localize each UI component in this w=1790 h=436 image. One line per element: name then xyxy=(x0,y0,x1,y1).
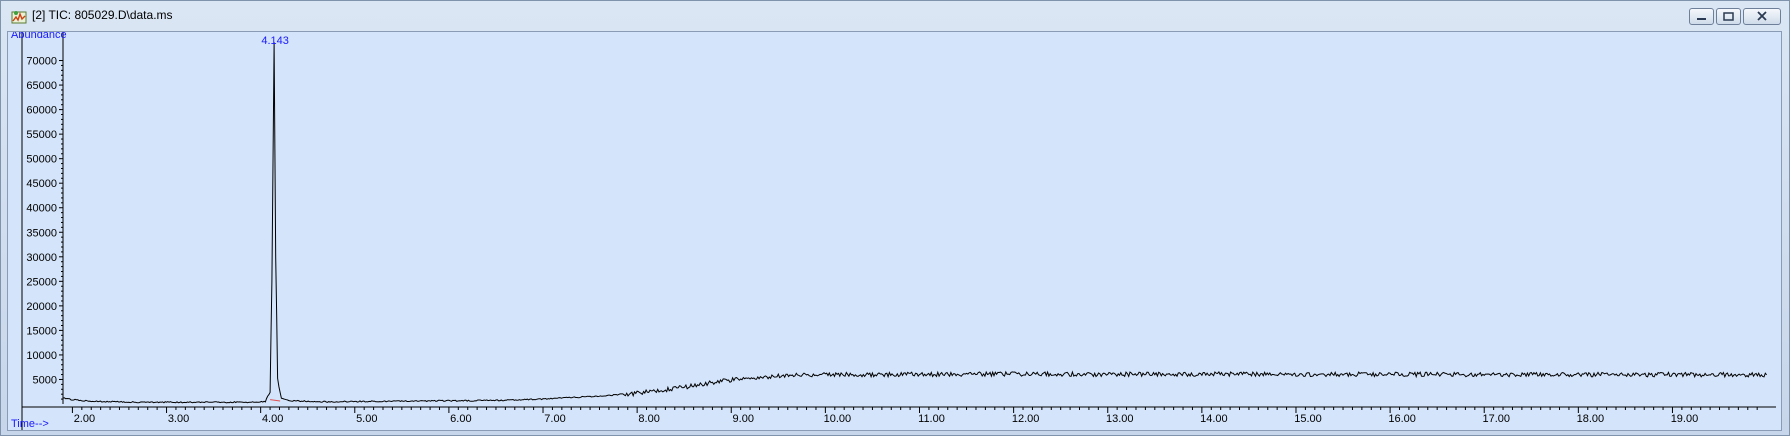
chromatogram-app-icon xyxy=(11,9,27,25)
window-controls xyxy=(1689,8,1781,25)
peak-baseline-marker xyxy=(270,400,280,401)
x-tick-label: 2.00 xyxy=(74,413,95,425)
y-tick-label: 10000 xyxy=(26,350,57,362)
restore-icon xyxy=(1717,9,1740,24)
y-tick-label: 20000 xyxy=(26,301,57,313)
x-tick-label: 6.00 xyxy=(450,413,471,425)
x-tick-label: 15.00 xyxy=(1294,413,1322,425)
y-tick-label: 15000 xyxy=(26,325,57,337)
x-tick-label: 16.00 xyxy=(1388,413,1416,425)
minimize-icon xyxy=(1690,9,1713,24)
y-tick-label: 60000 xyxy=(26,105,57,117)
x-tick-label: 17.00 xyxy=(1482,413,1510,425)
y-tick-label: 65000 xyxy=(26,80,57,92)
tic-chromatogram[interactable]: 5000 10000 15000 20000 25000 30000 35000 40000 4… xyxy=(8,32,1781,430)
close-icon xyxy=(1744,9,1780,24)
x-tick-label: 3.00 xyxy=(168,413,189,425)
y-tick-label: 70000 xyxy=(26,56,57,68)
tic-trace-line[interactable] xyxy=(63,42,1767,403)
x-axis-label: Time--> xyxy=(11,418,49,430)
x-tick-label: 7.00 xyxy=(544,413,565,425)
y-tick-label: 30000 xyxy=(26,252,57,264)
title-bar[interactable]: [2] TIC: 805029.D\data.ms xyxy=(1,1,1789,31)
window-title: [2] TIC: 805029.D\data.ms xyxy=(32,8,173,22)
x-tick-label: 9.00 xyxy=(733,413,754,425)
close-button[interactable] xyxy=(1743,8,1781,25)
x-tick-label: 19.00 xyxy=(1671,413,1699,425)
x-tick-label: 12.00 xyxy=(1012,413,1040,425)
y-tick-label: 35000 xyxy=(26,227,57,239)
y-tick-label: 55000 xyxy=(26,129,57,141)
peak-label[interactable]: 4.143 xyxy=(261,35,289,47)
x-tick-label: 10.00 xyxy=(824,413,852,425)
x-tick-label: 8.00 xyxy=(638,413,659,425)
y-tick-label: 45000 xyxy=(26,178,57,190)
y-tick-label: 25000 xyxy=(26,276,57,288)
x-tick-label: 18.00 xyxy=(1577,413,1605,425)
y-tick-label: 50000 xyxy=(26,154,57,166)
minimize-button[interactable] xyxy=(1689,8,1714,25)
x-tick-label: 14.00 xyxy=(1200,413,1228,425)
restore-button[interactable] xyxy=(1716,8,1741,25)
x-tick-label: 4.00 xyxy=(262,413,283,425)
x-tick-label: 5.00 xyxy=(356,413,377,425)
y-axis-label: Abundance xyxy=(11,32,67,41)
x-tick-label: 13.00 xyxy=(1106,413,1134,425)
chart-area[interactable]: 5000 10000 15000 20000 25000 30000 35000 40000 4… xyxy=(7,31,1782,431)
y-tick-label: 40000 xyxy=(26,203,57,215)
y-tick-label: 5000 xyxy=(33,374,57,386)
x-tick-label: 11.00 xyxy=(918,413,945,425)
